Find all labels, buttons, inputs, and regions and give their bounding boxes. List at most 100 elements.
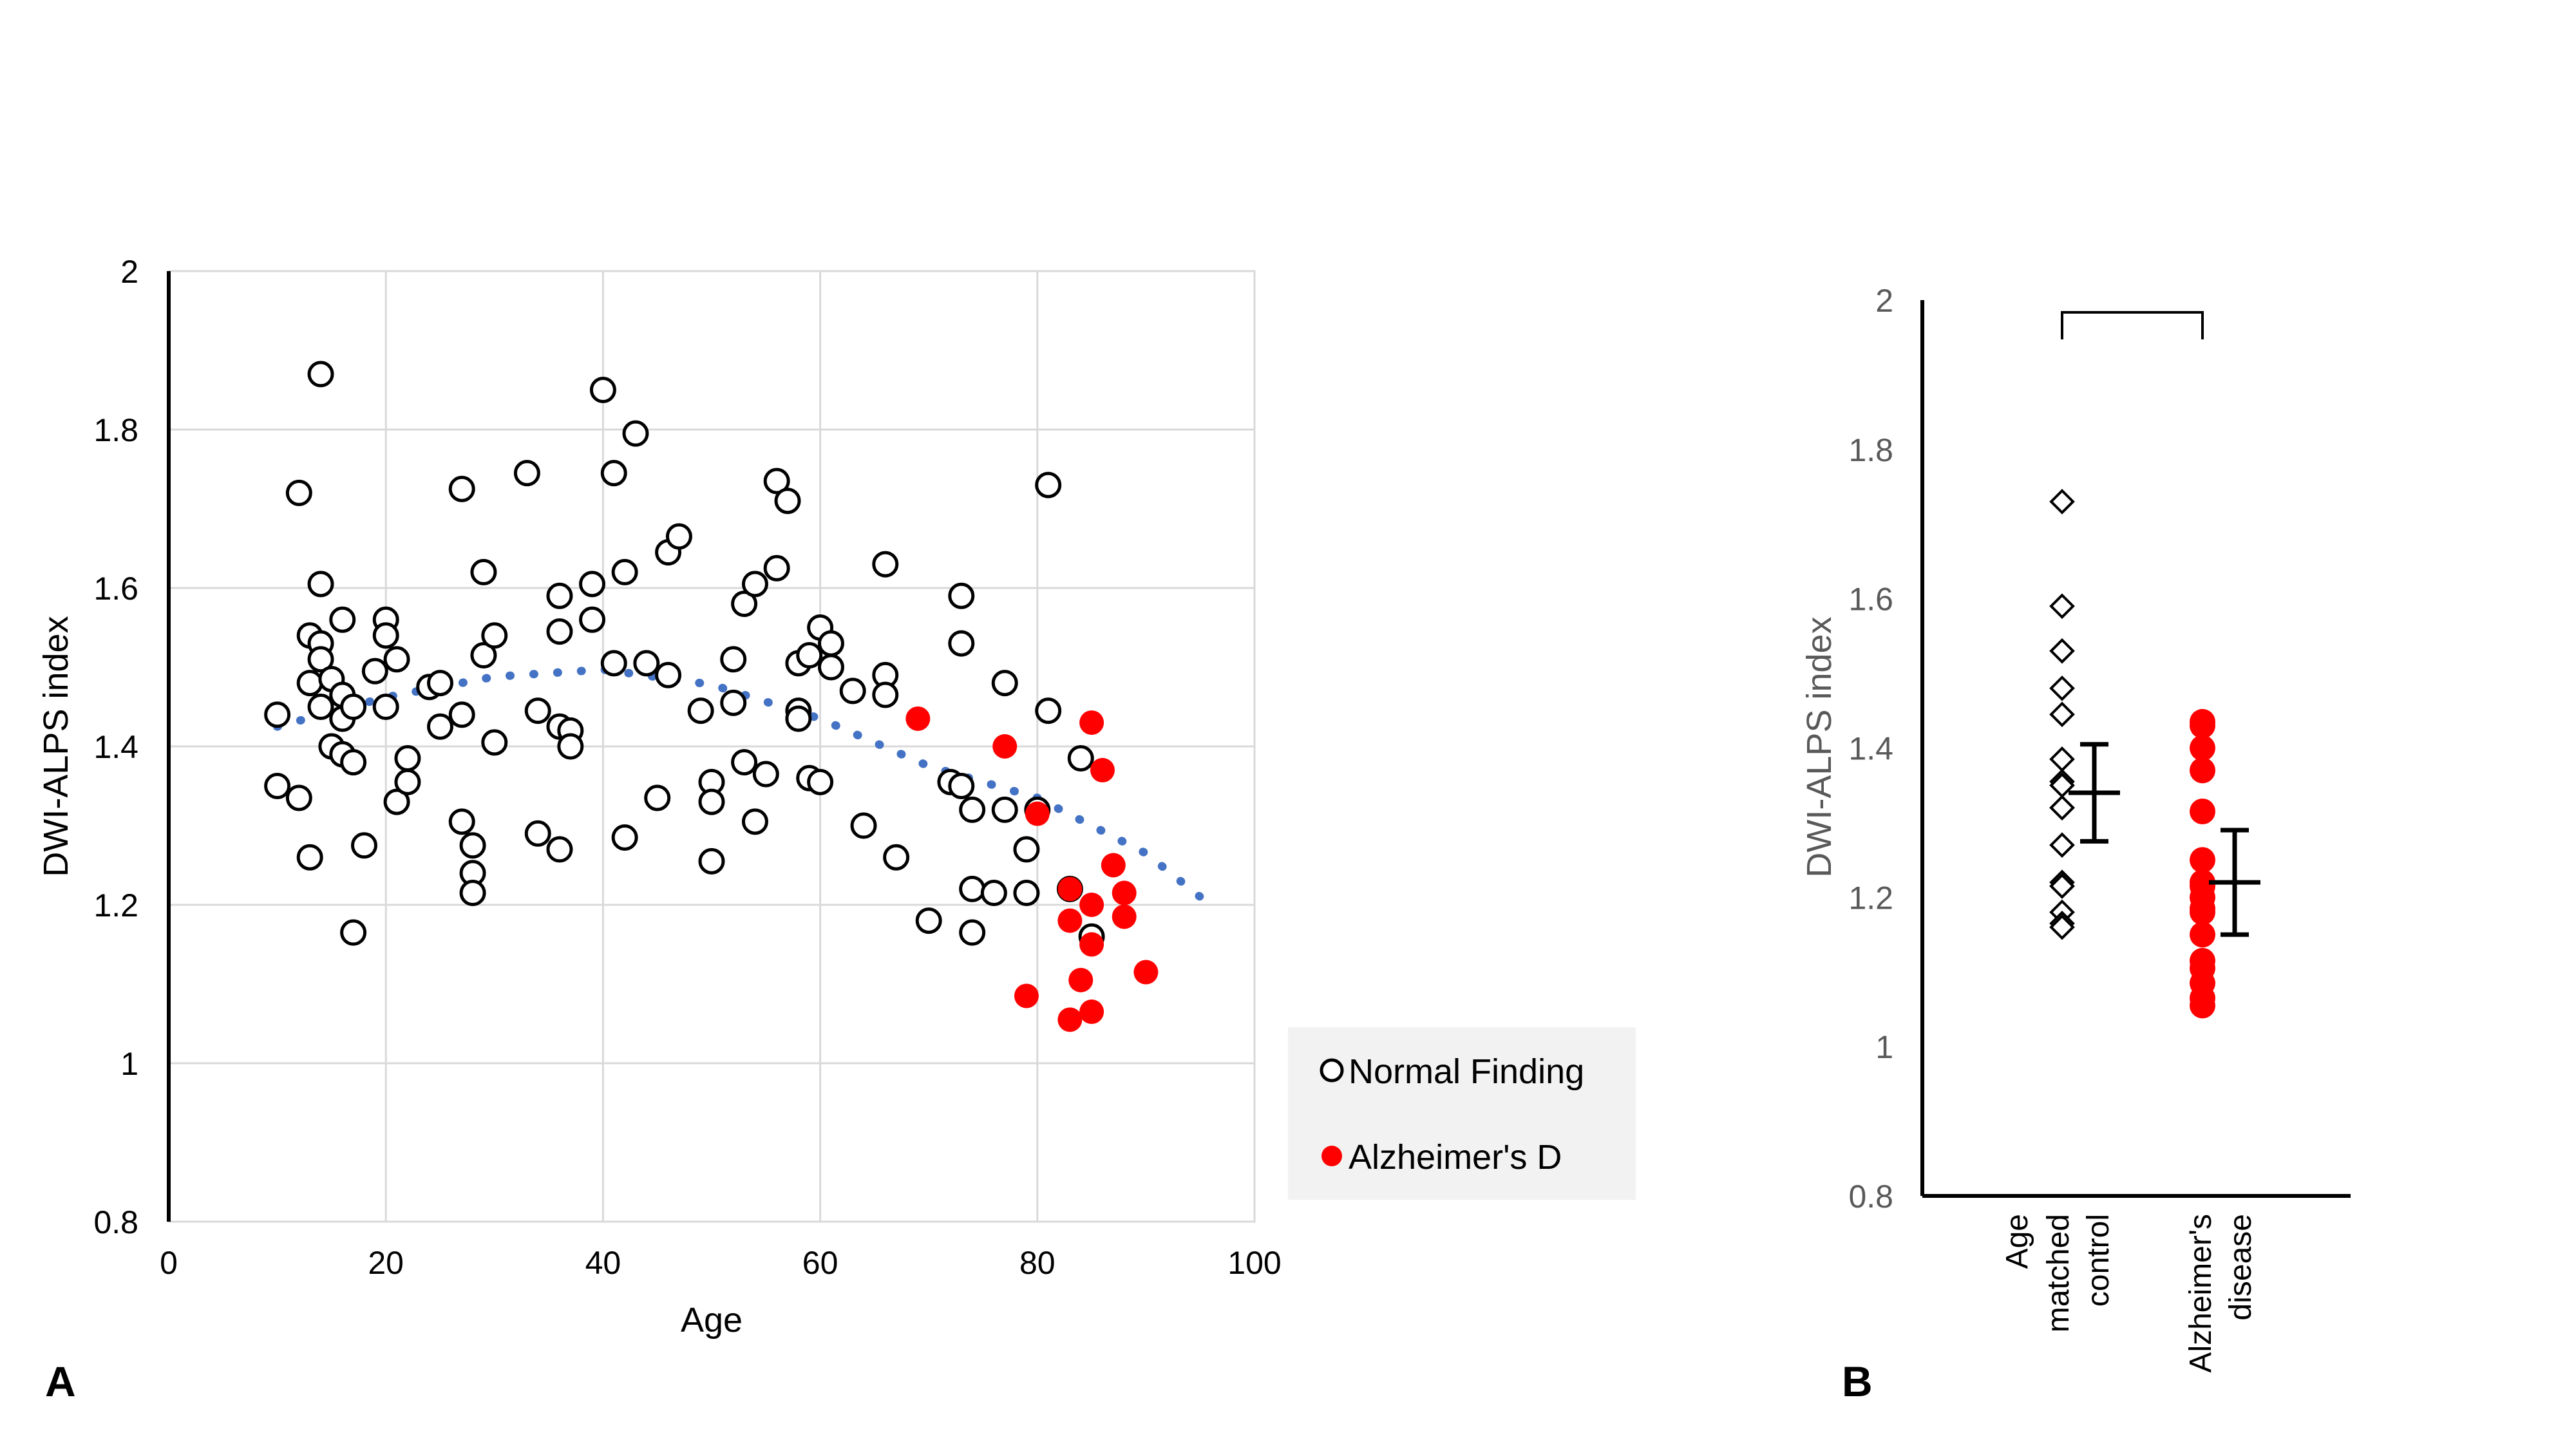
normal-finding-point: [600, 650, 627, 677]
alzheimers-point: [1057, 908, 1083, 933]
normal-finding-point: [470, 642, 497, 669]
normal-finding-point: [644, 784, 671, 811]
x-tick-label: 80: [1019, 1245, 1056, 1281]
alzheimers-disease-point: [2190, 712, 2215, 739]
normal-finding-point: [698, 848, 725, 875]
normal-finding-point: [546, 582, 573, 609]
normal-finding-point: [394, 768, 421, 795]
normal-finding-point: [731, 749, 758, 776]
normal-finding-point: [264, 773, 291, 799]
normal-finding-point: [980, 880, 1007, 907]
y-tick-label: 1.8: [93, 412, 138, 448]
control-point: [2049, 832, 2075, 858]
normal-finding-point: [459, 832, 486, 859]
alzheimers-point: [1079, 893, 1104, 917]
normal-finding-point: [959, 919, 986, 946]
normal-finding-point: [763, 554, 790, 582]
x-tick-label: 40: [585, 1245, 621, 1281]
normal-finding-point: [774, 488, 801, 515]
control-point: [2049, 914, 2075, 940]
normal-finding-point: [1035, 697, 1062, 724]
normal-finding-point: [264, 701, 291, 728]
normal-finding-point: [948, 582, 975, 609]
normal-finding-point: [807, 768, 834, 795]
alzheimers-point: [1068, 967, 1094, 992]
category-label-alzheimers-line2: disease: [2224, 1214, 2258, 1320]
normal-finding-point: [872, 551, 899, 578]
normal-finding-point: [959, 875, 986, 902]
normal-finding-point: [1035, 471, 1062, 498]
alzheimers-disease-point: [2190, 899, 2215, 925]
normal-finding-point: [513, 460, 540, 487]
normal-finding-point: [589, 377, 616, 403]
y-ticks-b: 0.8 1 1.2 1.4 1.6 1.8 2: [1848, 283, 1893, 1215]
y-tick-label: 1.4: [93, 729, 138, 765]
alzheimers-disease-point: [2190, 735, 2215, 761]
alzheimers-point: [1057, 1007, 1083, 1032]
normal-finding-point: [698, 788, 725, 815]
y-tick-label: 1: [120, 1046, 138, 1082]
normal-finding-point: [817, 654, 844, 681]
normal-finding-point: [307, 571, 334, 598]
normal-finding-point: [763, 468, 790, 495]
y-tick-label: 1.6: [93, 571, 138, 607]
y-tick-label-b: 1.8: [1848, 432, 1893, 468]
normal-finding-point: [296, 670, 323, 697]
normal-finding-point: [470, 558, 497, 585]
control-points: [2049, 489, 2075, 940]
alzheimers-disease-point: [2190, 922, 2215, 948]
error-bars: [2069, 742, 2260, 937]
normal-finding-point: [307, 361, 334, 388]
normal-finding-point: [687, 697, 714, 724]
normal-finding-point: [948, 773, 975, 799]
normal-finding-point: [817, 630, 844, 657]
normal-finding-point: [285, 784, 312, 811]
normal-finding-point: [524, 697, 551, 724]
x-tick-label: 100: [1227, 1245, 1281, 1281]
category-label-control-line1: Age: [2000, 1214, 2034, 1269]
normal-finding-point: [557, 733, 584, 760]
alzheimers-point: [1079, 999, 1104, 1025]
normal-finding-point: [340, 749, 367, 776]
normal-finding-point: [959, 796, 986, 823]
alzheimers-points: [905, 706, 1159, 1032]
normal-finding-point: [307, 646, 334, 673]
panel-label-a: A: [45, 1358, 76, 1405]
normal-finding-point: [850, 812, 877, 839]
alzheimers-point: [1025, 801, 1050, 826]
y-tick-label-b: 1.6: [1848, 582, 1893, 618]
control-point: [2049, 701, 2075, 728]
x-tick-label: 60: [802, 1245, 838, 1281]
normal-finding-point: [579, 571, 606, 598]
y-tick-label-b: 0.8: [1848, 1179, 1893, 1215]
alzheimers-point: [1014, 983, 1039, 1009]
normal-finding-point: [948, 630, 975, 657]
normal-finding-point: [1013, 836, 1040, 863]
x-axis-title-a: Age: [681, 1301, 743, 1340]
normal-finding-point: [600, 460, 627, 487]
normal-finding-point: [427, 713, 453, 740]
normal-finding-point: [731, 591, 758, 618]
legend-label-alzheimers: Alzheimer's D: [1349, 1138, 1562, 1177]
control-point: [2049, 873, 2075, 899]
normal-finding-point: [448, 475, 475, 502]
alzheimers-point: [1079, 710, 1104, 735]
normal-finding-point: [796, 642, 823, 669]
alzheimers-point: [905, 706, 931, 731]
normal-finding-point: [839, 677, 866, 705]
alzheimers-point: [1079, 932, 1104, 957]
normal-finding-point: [361, 658, 388, 685]
normal-finding-point: [448, 808, 475, 835]
normal-finding-point: [350, 832, 377, 859]
alzheimers-point: [1112, 904, 1137, 929]
y-ticks-a: 0.8 1 1.2 1.4 1.6 1.8 2: [93, 254, 138, 1240]
alzheimers-point: [1112, 880, 1137, 905]
normal-finding-point: [340, 694, 367, 720]
alzheimers-point: [1101, 853, 1126, 878]
control-point: [2049, 489, 2075, 515]
normal-finding-point: [579, 606, 606, 633]
y-axis-title-b: DWI-ALPS index: [1800, 616, 1839, 877]
normal-finding-point: [991, 796, 1018, 823]
normal-finding-point: [383, 788, 410, 815]
